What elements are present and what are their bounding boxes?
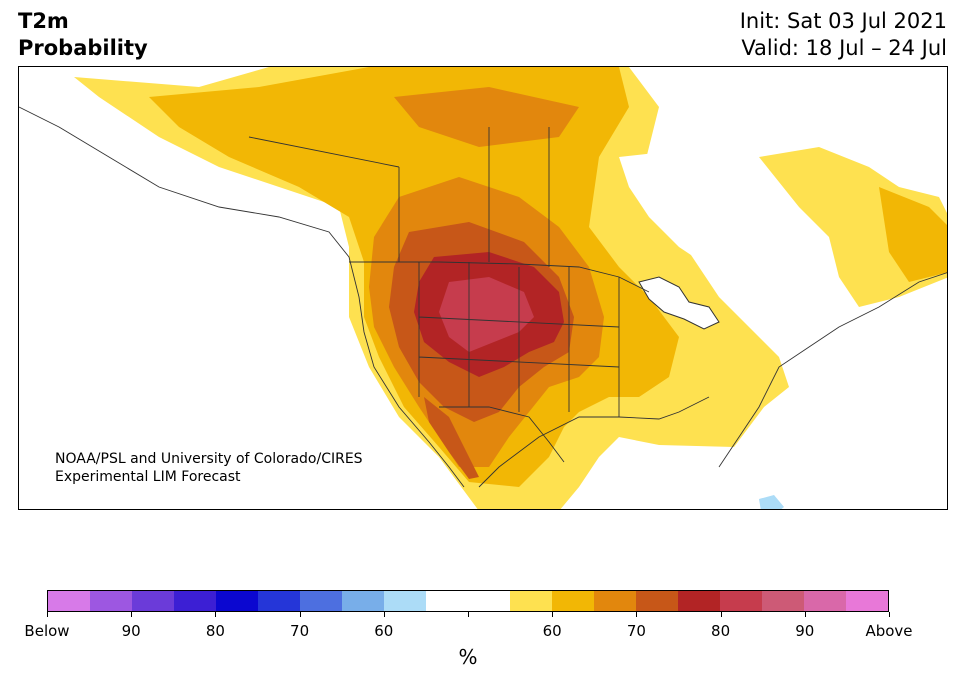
credit-line-1: NOAA/PSL and University of Colorado/CIRE… bbox=[55, 451, 363, 467]
colorbar-tick-mark bbox=[299, 612, 301, 617]
colorbar-cell bbox=[552, 591, 594, 611]
forecast-dates: Init: Sat 03 Jul 2021 Valid: 18 Jul – 24… bbox=[740, 8, 947, 62]
colorbar-cell bbox=[426, 591, 468, 611]
colorbar-tick-mark bbox=[804, 612, 806, 617]
map-canvas bbox=[19, 67, 947, 509]
colorbar-cell bbox=[48, 591, 90, 611]
colorbar-tick-mark bbox=[383, 612, 385, 617]
colorbar-tick-label: Above bbox=[865, 622, 913, 640]
valid-period: Valid: 18 Jul – 24 Jul bbox=[741, 36, 947, 60]
colorbar-tick-label: 80 bbox=[711, 622, 731, 640]
gulf-coastline bbox=[478, 396, 710, 488]
colorbar-tick-label: 90 bbox=[795, 622, 815, 640]
colorbar-cell bbox=[216, 591, 258, 611]
state-lines bbox=[418, 262, 620, 417]
colorbar-cell bbox=[174, 591, 216, 611]
colorbar-cell bbox=[90, 591, 132, 611]
colorbar-cell bbox=[468, 591, 510, 611]
init-date: Init: Sat 03 Jul 2021 bbox=[739, 9, 947, 33]
colorbar-cell bbox=[804, 591, 846, 611]
colorbar-cell bbox=[594, 591, 636, 611]
map-title: T2m Probability bbox=[18, 8, 148, 62]
region-above-60-east bbox=[879, 187, 947, 282]
colorbar-cell bbox=[678, 591, 720, 611]
colorbar-tick-mark bbox=[468, 612, 469, 617]
colorbar-cell bbox=[258, 591, 300, 611]
colorbar-cell bbox=[510, 591, 552, 611]
title-variable: T2m bbox=[18, 9, 69, 33]
probability-colorbar bbox=[47, 590, 889, 612]
great-lakes bbox=[638, 276, 720, 330]
colorbar-cell bbox=[342, 591, 384, 611]
colorbar-tick-label: 60 bbox=[542, 622, 562, 640]
colorbar-tick-label: 90 bbox=[121, 622, 141, 640]
colorbar-cell bbox=[846, 591, 888, 611]
region-above-95 bbox=[439, 277, 534, 352]
colorbar-cell bbox=[300, 591, 342, 611]
east-coastline bbox=[718, 272, 947, 468]
colorbar-tick-mark bbox=[215, 612, 217, 617]
colorbar-cell bbox=[132, 591, 174, 611]
colorbar-tick-mark bbox=[720, 612, 722, 617]
colorbar-tick-mark bbox=[131, 612, 133, 617]
forecast-map bbox=[18, 66, 948, 510]
colorbar-cell bbox=[720, 591, 762, 611]
colorbar-tick-label: 70 bbox=[626, 622, 646, 640]
hudson-bay bbox=[619, 147, 789, 267]
title-probability: Probability bbox=[18, 36, 148, 60]
west-coastline bbox=[19, 106, 465, 488]
colorbar-tick-label: 70 bbox=[290, 622, 310, 640]
colorbar-cell bbox=[636, 591, 678, 611]
colorbar-unit-label: % bbox=[458, 645, 478, 669]
credit-line-2: Experimental LIM Forecast bbox=[55, 469, 241, 485]
colorbar-cell bbox=[762, 591, 804, 611]
region-above-80-baja bbox=[424, 397, 479, 479]
colorbar-tick-label: 60 bbox=[374, 622, 394, 640]
forecast-credit: NOAA/PSL and University of Colorado/CIRE… bbox=[55, 450, 363, 486]
colorbar-tick-mark bbox=[552, 612, 554, 617]
colorbar-tick-mark bbox=[889, 612, 890, 617]
colorbar-cell bbox=[384, 591, 426, 611]
region-above-70 bbox=[394, 87, 579, 147]
province-lines bbox=[248, 127, 550, 267]
colorbar-tick-mark bbox=[47, 612, 48, 617]
colorbar-tick-mark bbox=[636, 612, 638, 617]
region-below-60 bbox=[759, 495, 784, 509]
colorbar-tick-label: 80 bbox=[205, 622, 225, 640]
colorbar-tick-label: Below bbox=[24, 622, 70, 640]
us-mexico-border bbox=[439, 406, 565, 463]
